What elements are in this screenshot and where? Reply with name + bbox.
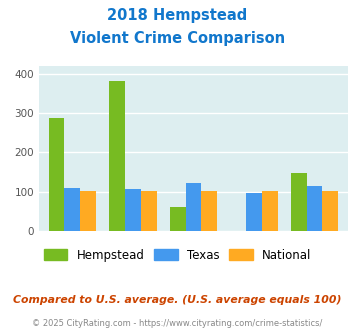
Bar	[322, 191, 338, 231]
Bar	[65, 188, 80, 231]
Bar	[125, 189, 141, 231]
Text: Compared to U.S. average. (U.S. average equals 100): Compared to U.S. average. (U.S. average …	[13, 295, 342, 305]
Legend: Hempstead, Texas, National: Hempstead, Texas, National	[39, 244, 316, 266]
Bar	[49, 118, 65, 231]
Bar	[141, 191, 157, 231]
Bar	[246, 193, 262, 231]
Text: Violent Crime Comparison: Violent Crime Comparison	[70, 31, 285, 46]
Bar	[262, 191, 278, 231]
Bar	[307, 186, 322, 231]
Text: 2018 Hempstead: 2018 Hempstead	[107, 8, 248, 23]
Bar	[186, 183, 201, 231]
Bar	[170, 208, 186, 231]
Bar	[109, 81, 125, 231]
Bar	[291, 173, 307, 231]
Text: © 2025 CityRating.com - https://www.cityrating.com/crime-statistics/: © 2025 CityRating.com - https://www.city…	[32, 319, 323, 328]
Bar	[80, 191, 96, 231]
Bar	[201, 191, 217, 231]
